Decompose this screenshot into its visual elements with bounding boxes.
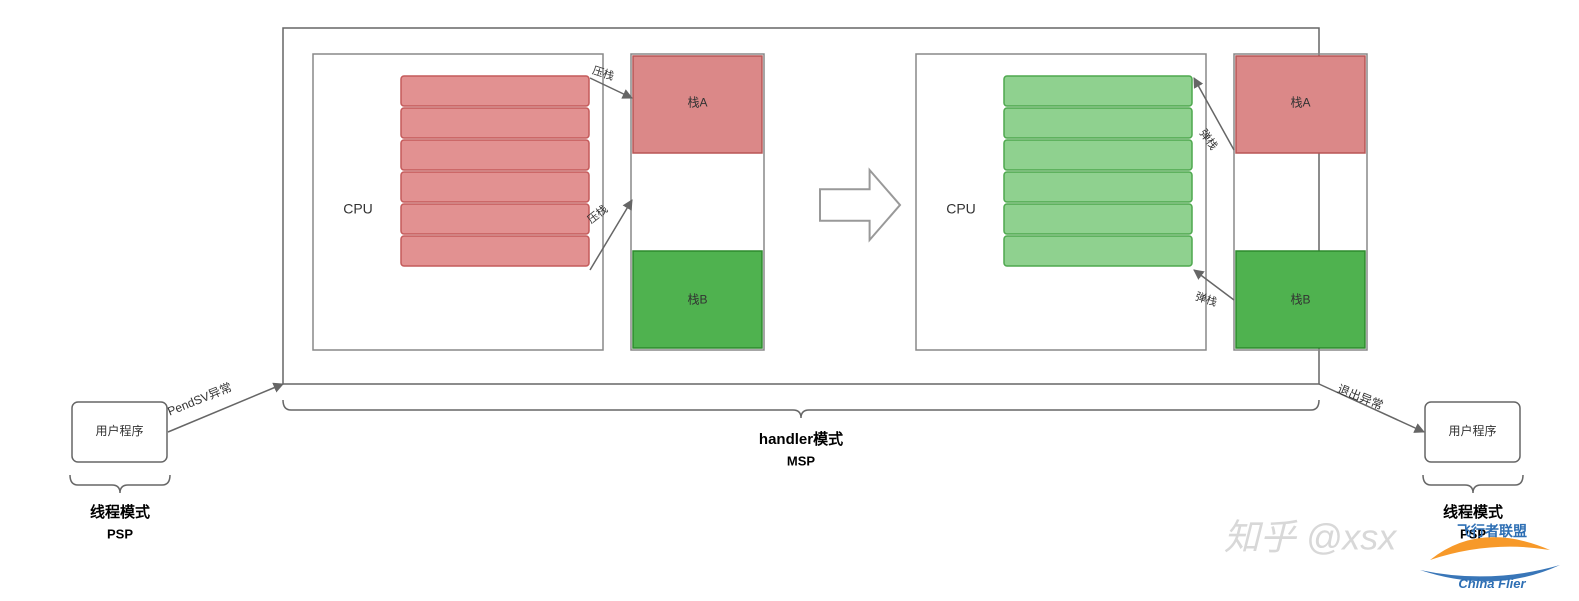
cpu-reg-left-5	[401, 236, 589, 266]
svg-text:China Flier: China Flier	[1458, 576, 1526, 591]
cpu-reg-left-1	[401, 108, 589, 138]
svg-text:飞行者联盟: 飞行者联盟	[1457, 523, 1527, 539]
cpu-reg-left-4	[401, 204, 589, 234]
stack-a-label-left: 栈A	[687, 95, 707, 110]
cpu-reg-right-0	[1004, 76, 1192, 106]
stack-b-label-right: 栈B	[1290, 292, 1310, 307]
cpu-reg-right-1	[1004, 108, 1192, 138]
cpu-reg-right-3	[1004, 172, 1192, 202]
user-sp-left: PSP	[107, 526, 133, 541]
user-label-right: 用户程序	[1448, 423, 1496, 438]
user-mode-left: 线程模式	[90, 503, 150, 521]
user-label-left: 用户程序	[95, 423, 143, 438]
cpu-label-right: CPU	[946, 201, 976, 217]
handler-mode-label: handler模式	[759, 430, 843, 448]
cpu-label-left: CPU	[343, 201, 373, 217]
stack-b-label-left: 栈B	[687, 292, 707, 307]
cpu-reg-left-0	[401, 76, 589, 106]
cpu-reg-left-3	[401, 172, 589, 202]
cpu-reg-right-5	[1004, 236, 1192, 266]
watermark: 知乎 @xsx	[1224, 517, 1399, 558]
stack-a-label-right: 栈A	[1290, 95, 1310, 110]
cpu-reg-right-2	[1004, 140, 1192, 170]
user-mode-right: 线程模式	[1443, 503, 1503, 521]
handler-sp-label: MSP	[787, 453, 816, 468]
cpu-reg-right-4	[1004, 204, 1192, 234]
cpu-reg-left-2	[401, 140, 589, 170]
